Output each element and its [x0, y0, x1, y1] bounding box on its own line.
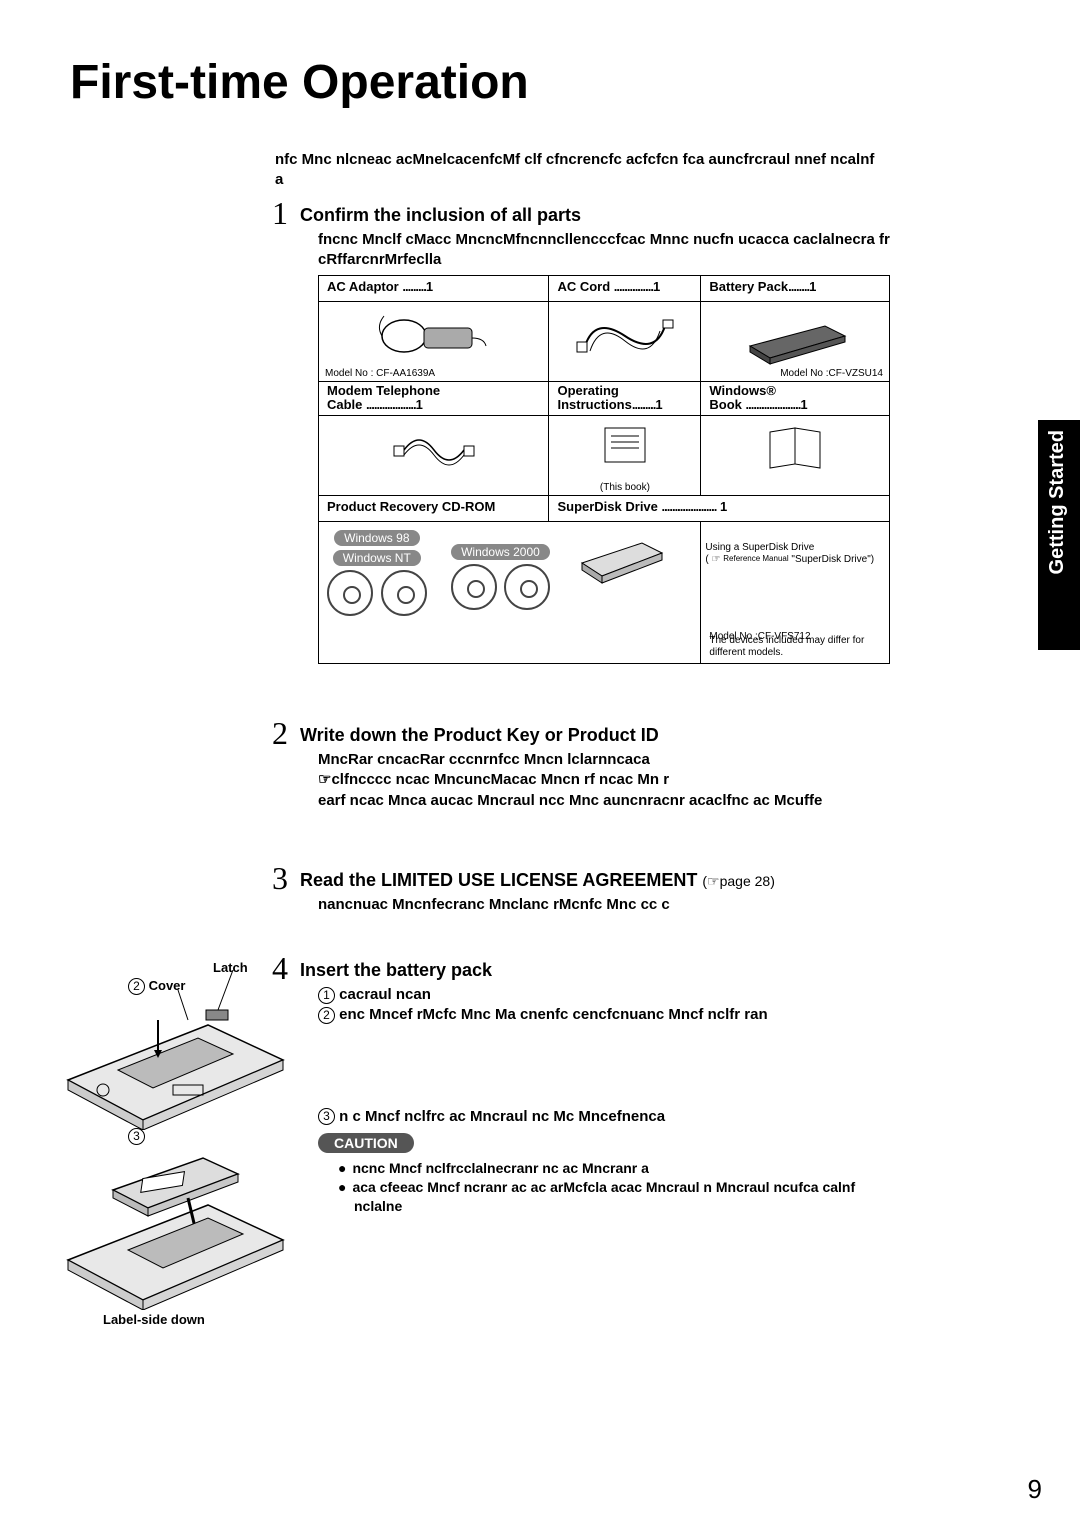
part-battery-img: Model No :CF-VZSU14 — [701, 302, 890, 382]
step-3-title: Read the LIMITED USE LICENSE AGREEMENT (… — [300, 870, 900, 891]
part-windows-img — [701, 415, 890, 495]
step-3-number: 3 — [272, 860, 288, 897]
part-ac-adaptor-img: Model No : CF-AA1639A — [319, 302, 549, 382]
figure-latch-cover: Latch 2 Cover — [58, 970, 288, 1135]
side-tab-getting-started: Getting Started — [1038, 420, 1080, 650]
os-badge-nt: Windows NT — [333, 550, 421, 566]
disc-icon — [504, 564, 550, 610]
part-cdrom-header: Product Recovery CD-ROM — [319, 495, 549, 521]
caution-item: aca cfeeac Mncf ncranr ac ac arMcfcla ac… — [338, 1178, 900, 1216]
caution-list: ncnc Mncf nclfrcclalnecranr nc ac Mncran… — [300, 1159, 900, 1216]
side-tab-label: Getting Started — [1038, 420, 1077, 584]
latch-label: Latch — [213, 960, 248, 975]
step-2-number: 2 — [272, 715, 288, 752]
part-battery-header: Battery Pack........1 — [701, 276, 890, 302]
part-operating-header: Operating Instructions.........1 — [549, 382, 701, 416]
cdrom-cell: Windows 98 Windows NT Windows 2000 — [319, 521, 701, 663]
part-ac-adaptor-header: AC Adaptor .........1 — [319, 276, 549, 302]
os-badge-2000: Windows 2000 — [451, 544, 550, 560]
page-title: First-time Operation — [70, 55, 529, 110]
part-modem-header: Modem Telephone Cable ..................… — [319, 382, 549, 416]
disc-icon — [327, 570, 373, 616]
disc-icon — [451, 564, 497, 610]
os-badge-98: Windows 98 — [334, 530, 419, 546]
step-2-body: MncRar cncacRar cccnrnfcc Mncn lclarnnca… — [300, 750, 900, 811]
part-modem-img — [319, 415, 549, 495]
battery-model: Model No :CF-VZSU14 — [780, 368, 883, 379]
part-ac-cord-img — [549, 302, 701, 382]
caution-item: ncnc Mncf nclfrcclalnecranr nc ac Mncran… — [338, 1159, 900, 1178]
step-1-number: 1 — [272, 195, 288, 232]
step3-marker: 3 — [128, 1128, 145, 1145]
figure-label-side: 3 Label-side down — [58, 1150, 288, 1315]
cover-label: 2 Cover — [128, 978, 185, 995]
step-1-body: fncnc Mnclf cMacc MncncMfncnncllencccfca… — [300, 230, 900, 271]
step-3-body: nancnuac Mncnfecranc Mnclanc rMcnfc Mnc … — [300, 895, 900, 915]
parts-table: AC Adaptor .........1 AC Cord ..........… — [318, 275, 890, 664]
part-ac-cord-header: AC Cord ...............1 — [549, 276, 701, 302]
page-number: 9 — [1028, 1474, 1042, 1505]
disc-icon — [381, 570, 427, 616]
step-4: 4 Insert the battery pack 1 cacraul ncan… — [300, 960, 900, 1215]
step-4-substeps: 1 cacraul ncan 2 enc Mncef rMcfc Mnc Ma … — [300, 985, 900, 1127]
step-1: 1 Confirm the inclusion of all parts fnc… — [300, 205, 900, 271]
step-2: 2 Write down the Product Key or Product … — [300, 725, 900, 811]
step-1-title: Confirm the inclusion of all parts — [300, 205, 900, 226]
label-side-down: Label-side down — [103, 1312, 205, 1327]
this-book-note: (This book) — [600, 482, 650, 493]
ac-adaptor-model: Model No : CF-AA1639A — [325, 368, 435, 379]
part-superdisk-header: SuperDisk Drive ..................... 1 — [549, 495, 890, 521]
step-2-title: Write down the Product Key or Product ID — [300, 725, 900, 746]
step-4-title: Insert the battery pack — [300, 960, 900, 981]
part-operating-img: (This book) — [549, 415, 701, 495]
superdisk-icon — [572, 528, 672, 588]
caution-badge: CAUTION — [318, 1133, 414, 1153]
intro-text: nfc Mnc nlcneac acMnelcacenfcMf clf cfnc… — [275, 150, 885, 189]
part-windows-header: Windows® Book .....................1 — [701, 382, 890, 416]
superdisk-notes: Using a SuperDisk Drive ( ☞ Reference Ma… — [701, 521, 890, 663]
step-3: 3 Read the LIMITED USE LICENSE AGREEMENT… — [300, 870, 900, 915]
